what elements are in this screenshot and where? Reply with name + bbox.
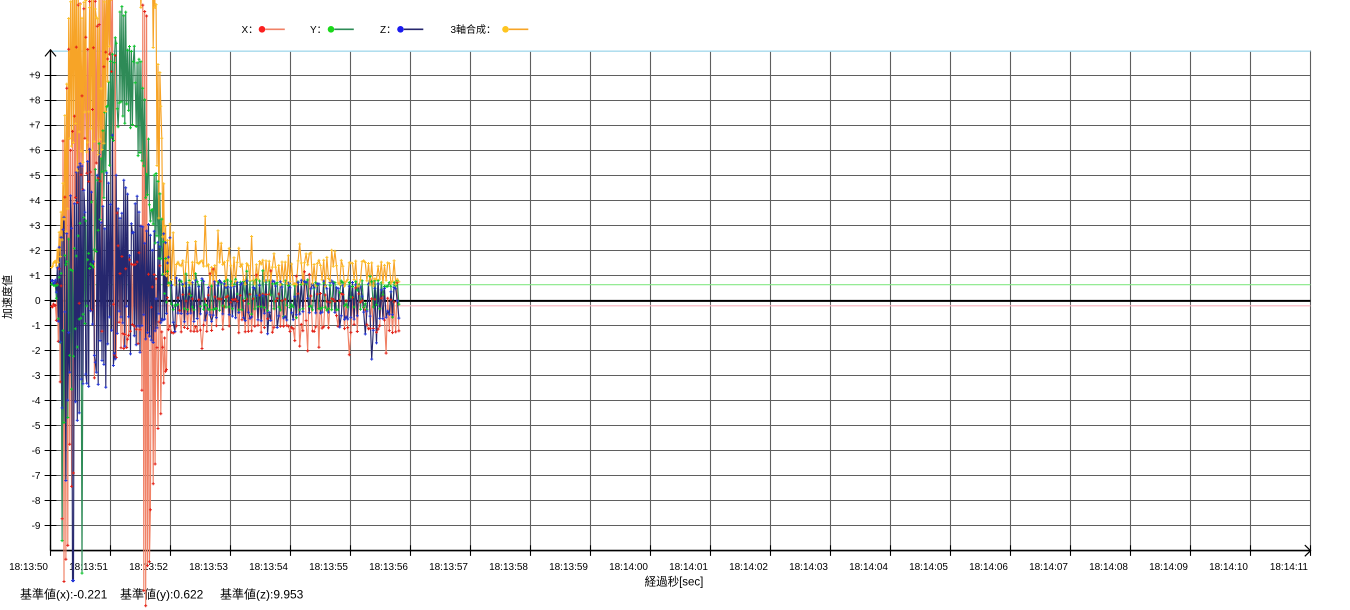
svg-text:-3: -3: [32, 371, 41, 382]
svg-text:加速度値: 加速度値: [0, 275, 14, 319]
svg-text:18:14:03: 18:14:03: [789, 562, 828, 573]
svg-text:+2: +2: [29, 246, 41, 257]
svg-text:18:13:50: 18:13:50: [9, 562, 48, 573]
svg-text:18:14:10: 18:14:10: [1209, 562, 1248, 573]
svg-text:18:13:53: 18:13:53: [189, 562, 228, 573]
svg-text:基準値(x):-0.221: 基準値(x):-0.221: [20, 587, 108, 602]
svg-text:18:14:06: 18:14:06: [969, 562, 1008, 573]
svg-text:X：: X：: [242, 25, 259, 36]
svg-text:18:13:57: 18:13:57: [429, 562, 468, 573]
svg-text:-8: -8: [32, 496, 41, 507]
svg-text:18:14:04: 18:14:04: [849, 562, 888, 573]
svg-text:0: 0: [35, 296, 41, 307]
svg-text:18:13:56: 18:13:56: [369, 562, 408, 573]
svg-text:-2: -2: [32, 346, 41, 357]
svg-text:3軸合成：: 3軸合成：: [451, 23, 497, 36]
svg-text:18:13:59: 18:13:59: [549, 562, 588, 573]
svg-text:18:13:55: 18:13:55: [309, 562, 348, 573]
svg-text:-6: -6: [32, 446, 41, 457]
svg-text:18:13:58: 18:13:58: [489, 562, 528, 573]
svg-text:-4: -4: [32, 396, 41, 407]
svg-text:18:14:09: 18:14:09: [1149, 562, 1188, 573]
svg-text:-7: -7: [32, 471, 41, 482]
svg-text:18:14:11: 18:14:11: [1270, 562, 1309, 573]
svg-text:18:14:05: 18:14:05: [909, 562, 948, 573]
svg-text:-5: -5: [32, 421, 41, 432]
svg-text:-1: -1: [32, 321, 41, 332]
svg-text:基準値(z):9.953: 基準値(z):9.953: [220, 587, 304, 602]
svg-text:+6: +6: [29, 146, 41, 157]
svg-text:+3: +3: [29, 221, 41, 232]
svg-text:+1: +1: [29, 271, 41, 282]
svg-text:+8: +8: [29, 96, 41, 107]
svg-text:18:14:02: 18:14:02: [729, 562, 768, 573]
svg-text:経過秒[sec]: 経過秒[sec]: [645, 575, 704, 589]
svg-text:18:14:08: 18:14:08: [1089, 562, 1128, 573]
svg-text:+7: +7: [29, 121, 41, 132]
svg-text:+9: +9: [29, 71, 41, 82]
svg-text:+4: +4: [29, 196, 41, 207]
svg-text:-9: -9: [32, 521, 41, 532]
svg-text:18:13:54: 18:13:54: [249, 562, 288, 573]
svg-text:18:13:52: 18:13:52: [129, 562, 168, 573]
svg-text:Z：: Z：: [380, 25, 396, 36]
svg-text:18:13:51: 18:13:51: [69, 562, 108, 573]
svg-text:+5: +5: [29, 171, 41, 182]
svg-text:Y：: Y：: [310, 25, 327, 36]
svg-text:18:14:00: 18:14:00: [609, 562, 648, 573]
svg-text:基準値(y):0.622: 基準値(y):0.622: [120, 587, 204, 602]
svg-text:18:14:07: 18:14:07: [1029, 562, 1068, 573]
svg-text:18:14:01: 18:14:01: [669, 562, 708, 573]
